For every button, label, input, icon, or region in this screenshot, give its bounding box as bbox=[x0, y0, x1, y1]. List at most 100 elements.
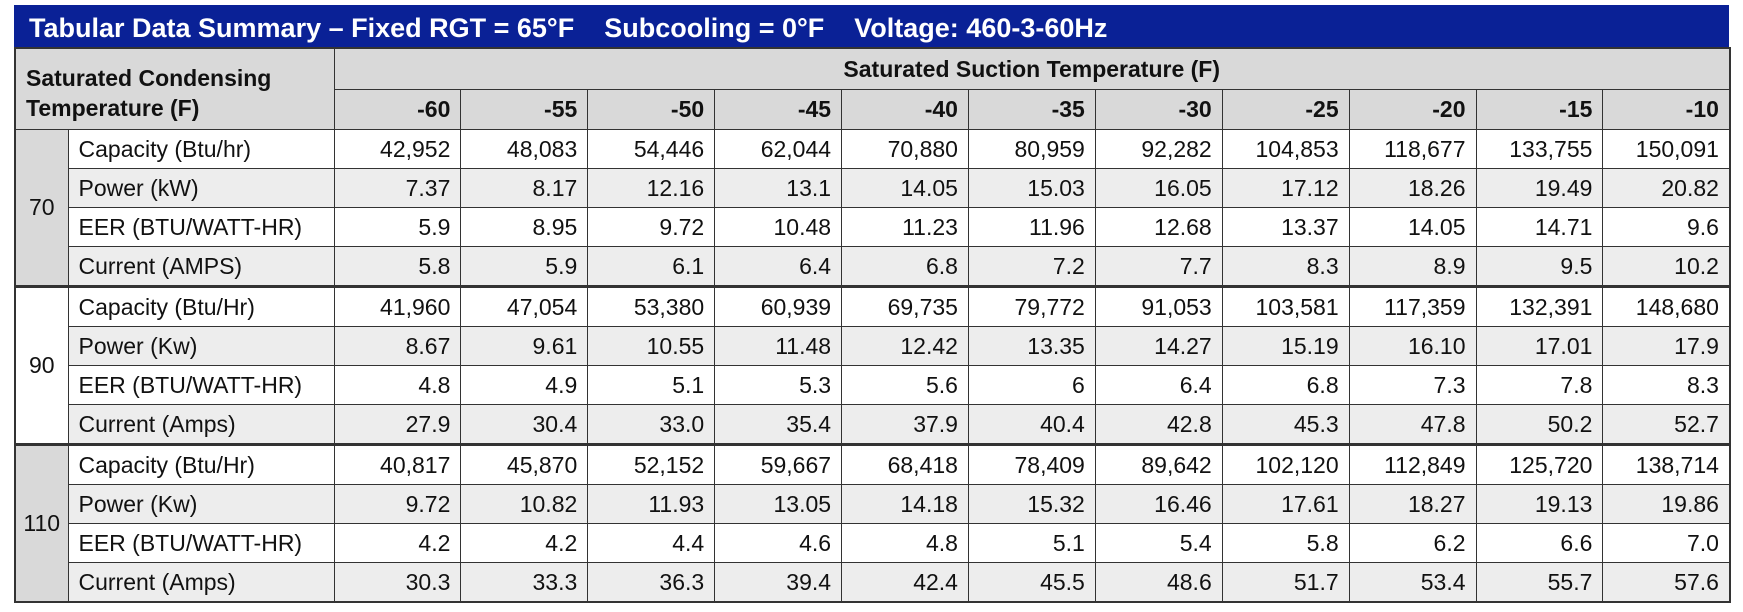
value-cell: 11.93 bbox=[587, 484, 716, 524]
value-cell: 8.67 bbox=[333, 326, 462, 366]
value-cell: 148,680 bbox=[1602, 285, 1731, 327]
table-row: 110 Capacity (Btu/Hr) 40,817 45,870 52,152 59… bbox=[14, 443, 1731, 603]
suction-temp-col-header: -40 bbox=[841, 89, 969, 130]
metric-label: EER (BTU/WATT-HR) bbox=[67, 365, 335, 405]
value-cell: 52.7 bbox=[1602, 404, 1731, 445]
value-cell: 125,720 bbox=[1475, 443, 1604, 485]
value-cell: 6.8 bbox=[841, 246, 969, 287]
value-cell: 14.05 bbox=[1348, 207, 1477, 247]
value-cell: 15.03 bbox=[967, 168, 1096, 208]
suction-temp-col-header: -60 bbox=[333, 89, 462, 130]
table-row: Current (Amps) 27.9 30.4 33.0 35.4 37.9 40.4 42… bbox=[15, 404, 1731, 445]
value-cell: 6.8 bbox=[1221, 365, 1350, 405]
value-cell: 4.4 bbox=[587, 523, 716, 563]
value-cell: 40,817 bbox=[333, 443, 462, 485]
value-cell: 30.4 bbox=[460, 404, 589, 445]
value-cell: 19.86 bbox=[1602, 484, 1731, 524]
value-cell: 16.46 bbox=[1094, 484, 1223, 524]
value-cell: 39.4 bbox=[714, 562, 843, 603]
value-cell: 14.27 bbox=[1094, 326, 1223, 366]
value-cell: 5.9 bbox=[333, 207, 462, 247]
value-cell: 16.05 bbox=[1094, 168, 1223, 208]
value-cell: 8.3 bbox=[1221, 246, 1350, 287]
value-cell: 37.9 bbox=[841, 404, 969, 445]
metric-label: Power (Kw) bbox=[67, 484, 335, 524]
value-cell: 4.8 bbox=[841, 523, 969, 563]
value-cell: 42,952 bbox=[333, 129, 462, 169]
value-cell: 54,446 bbox=[587, 129, 716, 169]
value-cell: 7.0 bbox=[1602, 523, 1731, 563]
value-cell: 6.2 bbox=[1348, 523, 1477, 563]
value-cell: 35.4 bbox=[714, 404, 843, 445]
metric-label: Current (Amps) bbox=[67, 562, 335, 603]
table-title: Tabular Data Summary – Fixed RGT = 65°F … bbox=[14, 5, 1729, 47]
data-summary-panel: Tabular Data Summary – Fixed RGT = 65°F … bbox=[14, 5, 1731, 603]
value-cell: 7.2 bbox=[967, 246, 1096, 287]
metric-label: Current (Amps) bbox=[67, 404, 335, 445]
value-cell: 7.8 bbox=[1475, 365, 1604, 405]
suction-temp-col-header: -10 bbox=[1602, 89, 1731, 130]
table-row: Current (AMPS) 5.8 5.9 6.1 6.4 6.8 7.2 7.7 8.3 8.… bbox=[15, 246, 1731, 287]
value-cell: 5.6 bbox=[841, 365, 969, 405]
value-cell: 150,091 bbox=[1602, 129, 1731, 169]
value-cell: 89,642 bbox=[1094, 443, 1223, 485]
value-cell: 133,755 bbox=[1475, 129, 1604, 169]
value-cell: 9.61 bbox=[460, 326, 589, 366]
table-row: Current (Amps) 30.3 33.3 36.3 39.4 42.4 45.5 48… bbox=[15, 562, 1731, 603]
value-cell: 20.82 bbox=[1602, 168, 1731, 208]
value-cell: 18.27 bbox=[1348, 484, 1477, 524]
suction-temp-col-header: -45 bbox=[714, 89, 843, 130]
value-cell: 8.95 bbox=[460, 207, 589, 247]
value-cell: 48,083 bbox=[460, 129, 589, 169]
value-cell: 5.4 bbox=[1094, 523, 1223, 563]
value-cell: 70,880 bbox=[841, 129, 969, 169]
value-cell: 9.72 bbox=[587, 207, 716, 247]
value-cell: 8.17 bbox=[460, 168, 589, 208]
suction-temp-header: Saturated Suction Temperature (F) bbox=[333, 47, 1731, 90]
value-cell: 7.7 bbox=[1094, 246, 1223, 287]
table-body: 70 Capacity (Btu/hr) 42,952 48,083 54,446 62,… bbox=[14, 129, 1731, 603]
value-cell: 47,054 bbox=[460, 285, 589, 327]
value-cell: 45,870 bbox=[460, 443, 589, 485]
value-cell: 53.4 bbox=[1348, 562, 1477, 603]
value-cell: 14.71 bbox=[1475, 207, 1604, 247]
value-cell: 7.3 bbox=[1348, 365, 1477, 405]
value-cell: 47.8 bbox=[1348, 404, 1477, 445]
value-cell: 5.1 bbox=[967, 523, 1096, 563]
header-row-top: Saturated Condensing Temperature (F) Sat… bbox=[14, 47, 1731, 130]
metric-label: EER (BTU/WATT-HR) bbox=[67, 523, 335, 563]
value-cell: 112,849 bbox=[1348, 443, 1477, 485]
value-cell: 4.9 bbox=[460, 365, 589, 405]
table-row: 70 Capacity (Btu/hr) 42,952 48,083 54,446 62,… bbox=[14, 129, 1731, 287]
value-cell: 4.2 bbox=[460, 523, 589, 563]
value-cell: 5.8 bbox=[333, 246, 462, 287]
value-cell: 52,152 bbox=[587, 443, 716, 485]
value-cell: 9.5 bbox=[1475, 246, 1604, 287]
condensing-temp-cell: 110 bbox=[14, 443, 69, 603]
table-row: EER (BTU/WATT-HR) 5.9 8.95 9.72 10.48 11.23 11… bbox=[15, 207, 1731, 247]
suction-temp-columns-row: -60 -55 -50 -45 -40 -35 -30 -25 -20 -15 -10 bbox=[15, 89, 1731, 130]
suction-temp-col-header: -35 bbox=[967, 89, 1096, 130]
value-cell: 6.1 bbox=[587, 246, 716, 287]
value-cell: 48.6 bbox=[1094, 562, 1223, 603]
value-cell: 92,282 bbox=[1094, 129, 1223, 169]
table-row: 90 Capacity (Btu/Hr) 41,960 47,054 53,380 60,… bbox=[14, 285, 1731, 445]
metric-label: Capacity (Btu/Hr) bbox=[67, 443, 335, 485]
suction-temp-col-header: -15 bbox=[1475, 89, 1604, 130]
suction-temp-col-header: -20 bbox=[1348, 89, 1477, 130]
value-cell: 5.1 bbox=[587, 365, 716, 405]
value-cell: 79,772 bbox=[967, 285, 1096, 327]
value-cell: 50.2 bbox=[1475, 404, 1604, 445]
value-cell: 11.48 bbox=[714, 326, 843, 366]
value-cell: 4.2 bbox=[333, 523, 462, 563]
value-cell: 103,581 bbox=[1221, 285, 1350, 327]
value-cell: 33.0 bbox=[587, 404, 716, 445]
suction-temp-col-header: -55 bbox=[460, 89, 589, 130]
table-row: Power (Kw) 8.67 9.61 10.55 11.48 12.42 13.35 14… bbox=[15, 326, 1731, 366]
value-cell: 17.9 bbox=[1602, 326, 1731, 366]
value-cell: 104,853 bbox=[1221, 129, 1350, 169]
value-cell: 6.6 bbox=[1475, 523, 1604, 563]
value-cell: 13.1 bbox=[714, 168, 843, 208]
metric-label: Capacity (Btu/Hr) bbox=[67, 285, 335, 327]
value-cell: 5.3 bbox=[714, 365, 843, 405]
